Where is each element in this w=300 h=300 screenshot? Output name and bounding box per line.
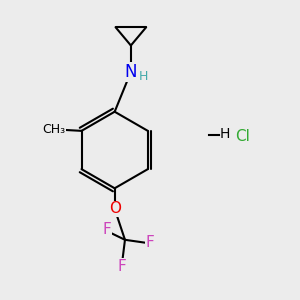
Text: O: O [109,201,121,216]
Text: H: H [220,127,230,141]
Text: F: F [102,222,111,237]
Text: F: F [146,235,154,250]
Text: Cl: Cl [235,129,250,144]
Text: F: F [118,259,126,274]
Text: N: N [124,63,137,81]
Text: CH₃: CH₃ [42,123,65,136]
Text: H: H [139,70,148,83]
